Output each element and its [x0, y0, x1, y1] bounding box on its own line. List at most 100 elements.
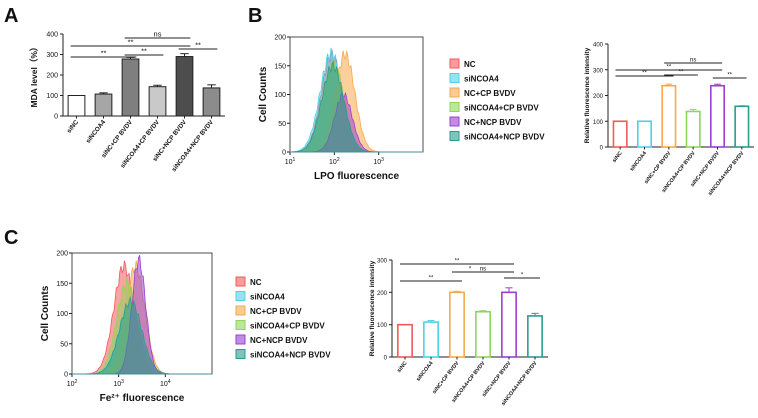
significance-label: ns: [690, 58, 696, 64]
y-tick-label: 150: [274, 63, 286, 70]
x-axis-title: Fe²⁺ fluorescence: [100, 393, 185, 404]
bar: [475, 310, 491, 358]
legend-label: NC+NCP BVDV: [250, 336, 308, 345]
legend-swatch: [449, 131, 460, 141]
y-tick-label: 200: [46, 73, 58, 80]
bar: [67, 95, 86, 117]
x-axis-title: LPO fluorescence: [314, 171, 399, 182]
significance-label: **: [727, 73, 732, 79]
legend-label: siNCOA4: [464, 75, 499, 84]
legend-swatch: [449, 116, 460, 127]
significance-label: *: [469, 267, 472, 273]
significance-label: **: [101, 49, 107, 58]
legend-label: NC: [250, 278, 262, 287]
y-tick-label: 100: [56, 311, 68, 318]
y-tick-label: 200: [56, 251, 68, 258]
bar: [175, 56, 194, 117]
category-label: siNC+CP BVDV: [432, 360, 461, 395]
y-tick-label: 0: [64, 372, 68, 379]
y-tick-label: 100: [377, 323, 388, 329]
bar: [734, 105, 750, 148]
histogram-series: [289, 60, 423, 153]
bar: [423, 321, 439, 358]
y-axis-title: Cell Counts: [40, 285, 51, 341]
legend-swatch: [235, 320, 246, 330]
bar: [527, 315, 543, 358]
bar: [710, 84, 725, 148]
legend-swatch: [449, 87, 460, 98]
y-axis-title: Cell Counts: [258, 66, 269, 122]
legend-label: NC: [464, 60, 476, 69]
legend-label: siNCOA4: [250, 293, 285, 302]
legend-label: siNCOA4+NCP BVDV: [250, 351, 331, 360]
significance-label: **: [429, 276, 434, 282]
x-tick-label: 103: [113, 379, 124, 388]
legend-swatch: [235, 276, 246, 287]
x-tick-label: 101: [285, 157, 296, 166]
legend-swatch: [449, 73, 460, 83]
y-tick-label: 300: [593, 68, 604, 74]
significance-label: ns: [480, 267, 486, 273]
chart-b-legend: NC siNCOA4 NC+CP BVDV siNCOA4+CP BVDV NC+NCP…: [449, 58, 545, 142]
category-label: siNCOA4: [415, 361, 434, 383]
significance-label: **: [141, 47, 147, 56]
legend-label: NC+CP BVDV: [250, 307, 302, 316]
bar: [637, 120, 652, 148]
y-tick-label: 400: [46, 32, 58, 39]
y-tick-label: 0: [600, 146, 604, 152]
y-axis-title: MDA level（%）: [29, 43, 39, 108]
y-tick-label: 0: [282, 150, 286, 157]
y-tick-label: 200: [274, 35, 286, 42]
significance-label: ns: [154, 30, 162, 39]
bar: [661, 84, 677, 148]
category-label: siNC: [66, 119, 81, 135]
bar: [94, 93, 113, 117]
legend-label: siNCOA4+CP BVDV: [250, 322, 325, 331]
category-label: siNC: [396, 360, 408, 373]
chart-c-legend: NC siNCOA4 NC+CP BVDV siNCOA4+CP BVDV NC+NCP…: [235, 276, 331, 360]
y-tick-label: 300: [377, 259, 388, 265]
y-tick-label: 200: [377, 291, 388, 297]
bar: [202, 87, 221, 117]
y-tick-label: 200: [593, 94, 604, 100]
y-axis-title: Relative fluorescence intensity: [369, 260, 376, 356]
category-label: siNCOA4: [629, 151, 648, 173]
legend-swatch: [235, 305, 246, 316]
x-tick-label: 102: [329, 157, 340, 166]
significance-label: **: [642, 71, 647, 77]
category-label: siNC: [611, 150, 623, 163]
y-tick-label: 50: [278, 121, 286, 128]
significance-label: **: [679, 70, 684, 76]
significance-label: *: [521, 273, 524, 279]
panel-label-b: B: [248, 5, 262, 27]
bar: [121, 58, 140, 117]
y-tick-label: 100: [46, 93, 58, 100]
chart-b-lpo-histogram: 0 50 100 150 200 101 102 103 LPO fluorescence Cel…: [258, 35, 424, 182]
legend-label: siNCOA4+CP BVDV: [464, 104, 539, 113]
x-tick-label: 104: [160, 379, 171, 388]
significance-label: **: [666, 65, 671, 71]
bar: [501, 291, 517, 358]
y-tick-label: 100: [593, 120, 604, 126]
bar: [612, 120, 628, 148]
legend-swatch: [449, 102, 460, 112]
legend-swatch: [449, 58, 460, 69]
legend-label: NC+CP BVDV: [464, 89, 516, 98]
histogram-series: [72, 295, 212, 375]
panel-label-c: C: [4, 227, 18, 249]
y-tick-label: 0: [384, 356, 388, 362]
bar: [449, 291, 465, 358]
bar: [685, 110, 701, 148]
x-tick-label: 103: [373, 157, 384, 166]
legend-swatch: [235, 291, 246, 301]
legend-swatch: [235, 334, 246, 345]
y-axis-title: Relative fluorescence intensity: [584, 47, 591, 143]
y-tick-label: 0: [54, 114, 58, 121]
significance-label: **: [195, 41, 201, 50]
y-tick-label: 150: [56, 281, 68, 288]
significance-label: **: [455, 259, 460, 265]
legend-swatch: [235, 349, 246, 359]
